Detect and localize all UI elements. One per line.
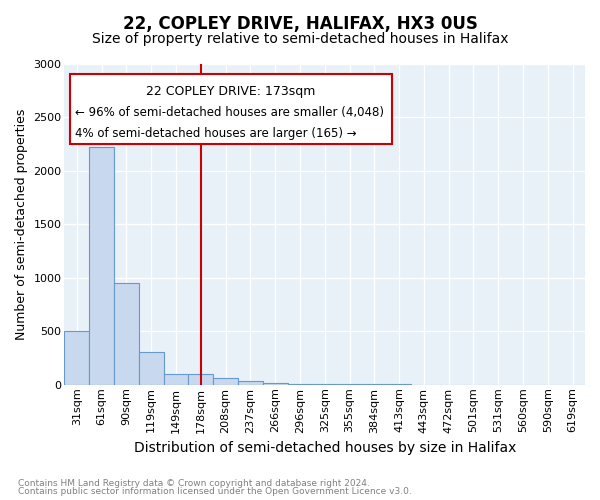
Bar bbox=[313, 384, 337, 385]
Text: 4% of semi-detached houses are larger (165) →: 4% of semi-detached houses are larger (1… bbox=[75, 126, 356, 140]
Bar bbox=[337, 384, 362, 385]
Y-axis label: Number of semi-detached properties: Number of semi-detached properties bbox=[15, 108, 28, 340]
Text: 22 COPLEY DRIVE: 173sqm: 22 COPLEY DRIVE: 173sqm bbox=[146, 85, 316, 98]
Bar bbox=[164, 374, 188, 385]
Bar bbox=[213, 378, 238, 385]
X-axis label: Distribution of semi-detached houses by size in Halifax: Distribution of semi-detached houses by … bbox=[134, 441, 516, 455]
Text: Size of property relative to semi-detached houses in Halifax: Size of property relative to semi-detach… bbox=[92, 32, 508, 46]
Text: Contains HM Land Registry data © Crown copyright and database right 2024.: Contains HM Land Registry data © Crown c… bbox=[18, 478, 370, 488]
Bar bbox=[64, 332, 89, 385]
Bar bbox=[287, 384, 313, 385]
Bar bbox=[263, 382, 287, 385]
Text: ← 96% of semi-detached houses are smaller (4,048): ← 96% of semi-detached houses are smalle… bbox=[75, 106, 384, 118]
Bar bbox=[114, 283, 139, 385]
Bar bbox=[139, 352, 164, 385]
Text: Contains public sector information licensed under the Open Government Licence v3: Contains public sector information licen… bbox=[18, 487, 412, 496]
Bar bbox=[89, 147, 114, 385]
Text: 22, COPLEY DRIVE, HALIFAX, HX3 0US: 22, COPLEY DRIVE, HALIFAX, HX3 0US bbox=[122, 15, 478, 33]
FancyBboxPatch shape bbox=[70, 74, 392, 144]
Bar bbox=[188, 374, 213, 385]
Bar bbox=[238, 381, 263, 385]
